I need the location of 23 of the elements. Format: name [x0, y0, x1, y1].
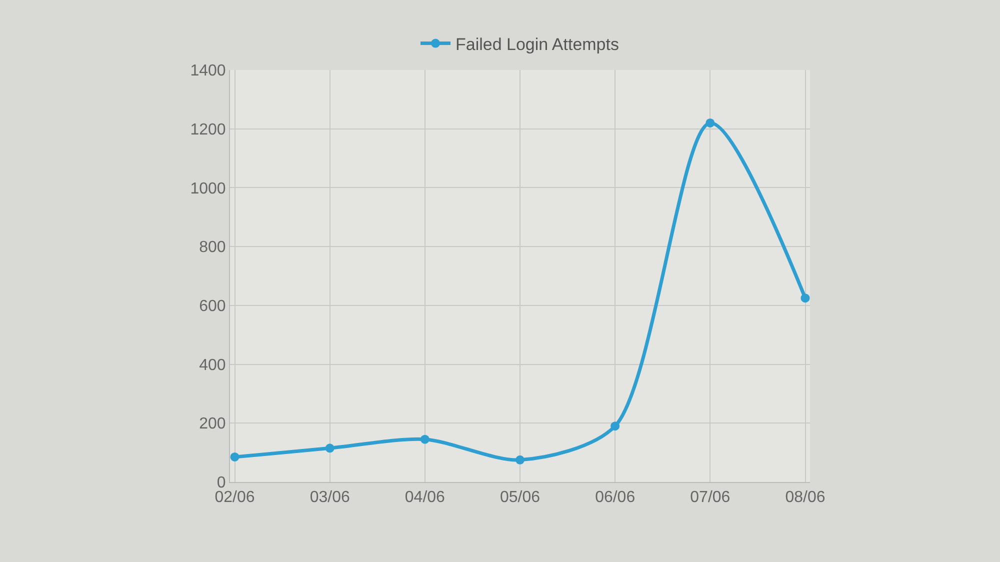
y-tick-label: 400: [199, 356, 226, 374]
x-tick-label: 05/06: [500, 489, 540, 506]
y-tick-label: 200: [199, 416, 226, 433]
y-tick-label: 1200: [190, 121, 226, 138]
x-tick-label: 03/06: [310, 489, 350, 506]
y-tick-label: 0: [216, 474, 226, 492]
point: [325, 444, 334, 453]
x-tick-label: 08/06: [785, 489, 826, 506]
point: [706, 118, 715, 128]
y-tick-label: 1400: [190, 62, 226, 80]
x-tick-label: 04/06: [404, 489, 446, 506]
y-tick-label: 800: [199, 239, 226, 256]
y-tick-label: 1000: [190, 180, 226, 198]
point: [230, 452, 240, 462]
x-tick-label: 07/06: [690, 489, 730, 506]
point: [516, 455, 524, 464]
y-tick-label: 600: [199, 298, 226, 316]
x-tick-label: 06/06: [595, 489, 636, 506]
point: [420, 434, 430, 444]
x-tick-label: 02/06: [214, 489, 255, 506]
point: [800, 294, 810, 303]
point: [610, 422, 620, 431]
legend-label: Failed Login Attempts: [456, 34, 619, 54]
